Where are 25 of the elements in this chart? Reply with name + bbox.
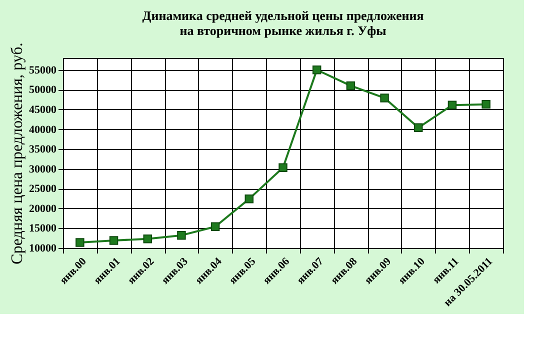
point <box>380 94 389 102</box>
point <box>177 230 186 240</box>
point <box>143 234 152 244</box>
y-tick-label: 40000 <box>29 124 57 136</box>
point <box>76 238 84 247</box>
point <box>210 222 220 231</box>
point <box>278 163 288 172</box>
y-tick-label: 25000 <box>29 183 57 196</box>
y-axis-title: Средняя цена предложения, руб. <box>9 42 26 264</box>
point <box>448 100 457 110</box>
chart-title: Динамика средней удельной цены предложения на вторичном рынке жилья г. Уфы <box>142 8 424 38</box>
point <box>482 100 490 109</box>
point <box>244 194 254 204</box>
point <box>346 81 356 90</box>
y-tick-label: 30000 <box>29 163 57 176</box>
y-tick-label: 15000 <box>29 222 57 235</box>
point <box>109 236 118 245</box>
y-tick-label: 20000 <box>29 202 57 215</box>
point <box>312 66 322 74</box>
y-tick-label: 35000 <box>29 144 57 156</box>
y-tick-label: 50000 <box>29 84 57 96</box>
y-tick-label: 55000 <box>29 64 57 76</box>
y-tick-label: 45000 <box>29 104 57 116</box>
point <box>414 123 423 132</box>
y-tick-label: 10000 <box>29 242 57 254</box>
